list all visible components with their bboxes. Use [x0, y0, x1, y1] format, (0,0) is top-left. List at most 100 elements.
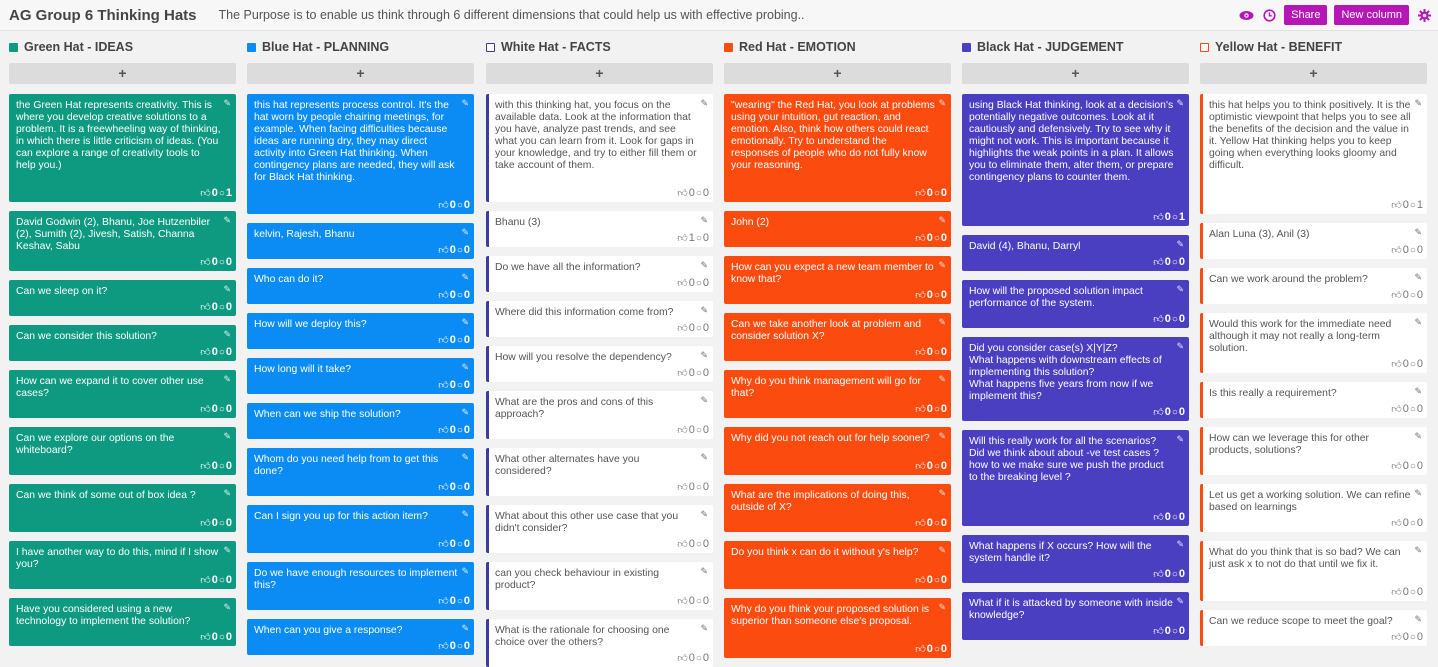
card[interactable]: Can we reduce scope to meet the goal? ✎ 👍︎… [1200, 610, 1427, 646]
thumbs-up-icon[interactable]: 👍︎ [200, 257, 211, 268]
card[interactable]: Why do you think management will go for … [724, 370, 951, 418]
thumbs-up-icon[interactable]: 👍︎ [1391, 245, 1402, 256]
pencil-icon[interactable]: ✎ [700, 215, 708, 225]
pencil-icon[interactable]: ✎ [461, 272, 469, 282]
pencil-icon[interactable]: ✎ [461, 623, 469, 633]
thumbs-up-icon[interactable]: 👍︎ [438, 335, 449, 346]
pencil-icon[interactable]: ✎ [700, 566, 708, 576]
pencil-icon[interactable]: ✎ [938, 317, 946, 327]
thumbs-up-icon[interactable]: 👍︎ [438, 482, 449, 493]
card[interactable]: Why did you not reach out for help soone… [724, 427, 951, 475]
comment-icon[interactable]: ○ [695, 481, 702, 493]
card[interactable]: Whom do you need help from to get this d… [247, 448, 474, 496]
comment-icon[interactable]: ○ [218, 460, 225, 472]
pencil-icon[interactable]: ✎ [461, 362, 469, 372]
thumbs-up-icon[interactable]: 👍︎ [1391, 200, 1402, 211]
comment-icon[interactable]: ○ [456, 244, 463, 256]
thumbs-up-icon[interactable]: 👍︎ [1153, 512, 1164, 523]
pencil-icon[interactable]: ✎ [223, 602, 231, 612]
card[interactable]: using Black Hat thinking, look at a deci… [962, 94, 1189, 226]
thumbs-up-icon[interactable]: 👍︎ [200, 404, 211, 415]
card[interactable]: How long will it take? ✎ 👍︎ 0 ○ 0 [247, 358, 474, 394]
card[interactable]: Who can do it? ✎ 👍︎ 0 ○ 0 [247, 268, 474, 304]
pencil-icon[interactable]: ✎ [700, 260, 708, 270]
comment-icon[interactable]: ○ [1171, 406, 1178, 418]
comment-icon[interactable]: ○ [933, 346, 940, 358]
card[interactable]: David Godwin (2), Bhanu, Joe Hutzenbiler… [9, 211, 236, 271]
add-card-button[interactable]: + [724, 63, 951, 84]
thumbs-up-icon[interactable]: 👍︎ [677, 368, 688, 379]
thumbs-up-icon[interactable]: 👍︎ [915, 188, 926, 199]
share-button[interactable]: Share [1284, 5, 1328, 25]
card[interactable]: David (4), Bhanu, Darryl ✎ 👍︎ 0 ○ 0 [962, 235, 1189, 271]
thumbs-up-icon[interactable]: 👍︎ [1153, 257, 1164, 268]
comment-icon[interactable]: ○ [218, 187, 225, 199]
comment-icon[interactable]: ○ [218, 574, 225, 586]
card[interactable]: this hat helps you to think positively. … [1200, 94, 1427, 214]
card[interactable]: Would this work for the immediate need a… [1200, 313, 1427, 373]
comment-icon[interactable]: ○ [695, 424, 702, 436]
card[interactable]: Let us get a working solution. We can re… [1200, 484, 1427, 532]
pencil-icon[interactable]: ✎ [461, 509, 469, 519]
pencil-icon[interactable]: ✎ [1176, 434, 1184, 444]
comment-icon[interactable]: ○ [456, 595, 463, 607]
pencil-icon[interactable]: ✎ [700, 98, 708, 108]
comment-icon[interactable]: ○ [456, 640, 463, 652]
card[interactable]: Can we think of some out of box idea ? ✎ 👍… [9, 484, 236, 532]
thumbs-up-icon[interactable]: 👍︎ [915, 461, 926, 472]
card[interactable]: What other alternates have you considere… [486, 448, 713, 496]
pencil-icon[interactable]: ✎ [1414, 98, 1422, 108]
comment-icon[interactable]: ○ [933, 232, 940, 244]
thumbs-up-icon[interactable]: 👍︎ [200, 461, 211, 472]
thumbs-up-icon[interactable]: 👍︎ [200, 302, 211, 313]
comment-icon[interactable]: ○ [456, 334, 463, 346]
comment-icon[interactable]: ○ [695, 652, 702, 664]
comment-icon[interactable]: ○ [695, 538, 702, 550]
thumbs-up-icon[interactable]: 👍︎ [1391, 632, 1402, 643]
comment-icon[interactable]: ○ [695, 277, 702, 289]
card[interactable]: How can you expect a new team member to … [724, 256, 951, 304]
comment-icon[interactable]: ○ [1409, 460, 1416, 472]
comment-icon[interactable]: ○ [456, 481, 463, 493]
comment-icon[interactable]: ○ [1409, 244, 1416, 256]
comment-icon[interactable]: ○ [695, 595, 702, 607]
thumbs-up-icon[interactable]: 👍︎ [438, 245, 449, 256]
card[interactable]: John (2) ✎ 👍︎ 0 ○ 0 [724, 211, 951, 247]
thumbs-up-icon[interactable]: 👍︎ [1391, 587, 1402, 598]
card[interactable]: How can we expand it to cover other use … [9, 370, 236, 418]
comment-icon[interactable]: ○ [1409, 289, 1416, 301]
comment-icon[interactable]: ○ [695, 187, 702, 199]
thumbs-up-icon[interactable]: 👍︎ [1391, 461, 1402, 472]
comment-icon[interactable]: ○ [218, 256, 225, 268]
pencil-icon[interactable]: ✎ [700, 305, 708, 315]
thumbs-up-icon[interactable]: 👍︎ [677, 653, 688, 664]
comment-icon[interactable]: ○ [1409, 358, 1416, 370]
pencil-icon[interactable]: ✎ [1414, 545, 1422, 555]
pencil-icon[interactable]: ✎ [700, 395, 708, 405]
card[interactable]: What happens if X occurs? How will the s… [962, 535, 1189, 583]
pencil-icon[interactable]: ✎ [938, 545, 946, 555]
comment-icon[interactable]: ○ [218, 403, 225, 415]
comment-icon[interactable]: ○ [933, 460, 940, 472]
thumbs-up-icon[interactable]: 👍︎ [915, 518, 926, 529]
thumbs-up-icon[interactable]: 👍︎ [915, 233, 926, 244]
thumbs-up-icon[interactable]: 👍︎ [677, 425, 688, 436]
comment-icon[interactable]: ○ [456, 289, 463, 301]
pencil-icon[interactable]: ✎ [223, 431, 231, 441]
thumbs-up-icon[interactable]: 👍︎ [677, 188, 688, 199]
card[interactable]: When can we ship the solution? ✎ 👍︎ 0 ○ 0 [247, 403, 474, 439]
thumbs-up-icon[interactable]: 👍︎ [1391, 518, 1402, 529]
card[interactable]: What are the pros and cons of this appro… [486, 391, 713, 439]
thumbs-up-icon[interactable]: 👍︎ [438, 425, 449, 436]
card[interactable]: How will we deploy this? ✎ 👍︎ 0 ○ 0 [247, 313, 474, 349]
pencil-icon[interactable]: ✎ [223, 374, 231, 384]
card[interactable]: What if it is attacked by someone with i… [962, 592, 1189, 640]
add-card-button[interactable]: + [1200, 63, 1427, 84]
pencil-icon[interactable]: ✎ [700, 350, 708, 360]
card[interactable]: the Green Hat represents creativity. Thi… [9, 94, 236, 202]
card[interactable]: I have another way to do this, mind if I… [9, 541, 236, 589]
comment-icon[interactable]: ○ [933, 403, 940, 415]
card[interactable]: Is this really a requirement? ✎ 👍︎ 0 ○ 0 [1200, 382, 1427, 418]
thumbs-up-icon[interactable]: 👍︎ [677, 596, 688, 607]
comment-icon[interactable]: ○ [456, 379, 463, 391]
